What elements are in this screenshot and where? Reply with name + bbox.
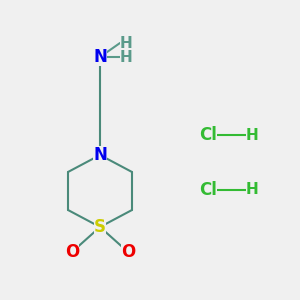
Text: S: S (94, 218, 106, 236)
Text: O: O (121, 243, 135, 261)
Text: H: H (246, 182, 258, 197)
Text: O: O (65, 243, 79, 261)
Text: N: N (93, 146, 107, 164)
Text: N: N (93, 48, 107, 66)
Text: H: H (246, 128, 258, 142)
Text: Cl: Cl (199, 181, 217, 199)
Text: H: H (120, 50, 132, 64)
Text: Cl: Cl (199, 126, 217, 144)
Text: H: H (120, 35, 132, 50)
